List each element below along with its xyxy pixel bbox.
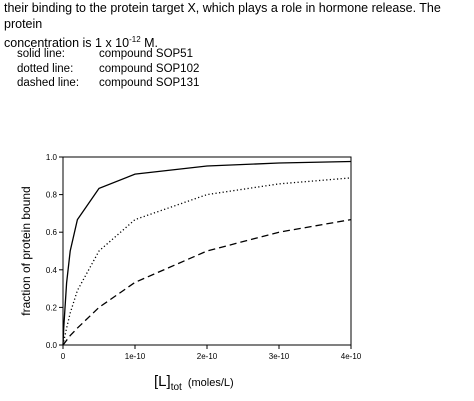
legend-compound-name: compound SOP131 [99, 77, 200, 89]
legend-row-dotted: dotted line: compound SOP102 [17, 62, 199, 77]
intro-line-2-exponent: -12 [129, 35, 141, 44]
intro-line-2-suffix: M. [140, 36, 158, 51]
intro-line-1: their binding to the protein target X, w… [4, 1, 441, 31]
x-tick-label: 0 [61, 352, 66, 361]
x-axis-label-subscript: tot [171, 382, 182, 393]
y-tick-label: 0.6 [46, 228, 58, 237]
intro-text: their binding to the protein target X, w… [4, 0, 470, 51]
legend-style-label: dotted line: [17, 62, 74, 75]
y-axis-ticks: 0.0 0.2 0.4 0.6 0.8 1.0 [46, 153, 63, 350]
x-axis-label-unit: (moles/L) [188, 377, 234, 389]
x-axis-label-main: [L] [154, 373, 171, 390]
legend-compound-name: compound SOP102 [99, 62, 200, 75]
intro-line-2: concentration is 1 x 10-12 M. [4, 32, 470, 51]
line-style-legend: solid line: compound SOP51 dotted line: … [17, 47, 199, 91]
y-tick-label: 0.8 [46, 191, 58, 200]
legend-style-label: solid line: [17, 48, 65, 60]
x-tick-label: 2e-10 [197, 352, 218, 361]
y-axis-label: fraction of protein bound [19, 186, 33, 315]
series-lines [62, 160, 352, 346]
y-tick-label: 0.0 [46, 341, 58, 350]
legend-style-label: dashed line: [17, 77, 80, 89]
series-line-dotted [62, 177, 352, 346]
legend-row-solid: solid line: compound SOP51 [17, 47, 199, 62]
series-line-dashed [62, 218, 352, 346]
series-line-solid [62, 160, 352, 346]
x-tick-label: 1e-10 [125, 352, 146, 361]
x-axis-ticks: 0 1e-10 2e-10 3e-10 4e-10 [61, 345, 362, 361]
legend-row-dashed: dashed line: compound SOP131 [17, 76, 199, 91]
y-tick-label: 0.4 [46, 266, 58, 275]
intro-line-2-prefix: concentration is 1 x 10 [4, 36, 130, 51]
y-tick-label: 1.0 [46, 153, 58, 162]
y-tick-label: 0.2 [46, 303, 58, 312]
x-axis-label: [L]tot (moles/L) [154, 373, 234, 393]
legend-compound-name: compound SOP51 [99, 48, 193, 60]
x-tick-label: 4e-10 [341, 352, 362, 361]
x-tick-label: 3e-10 [269, 352, 290, 361]
